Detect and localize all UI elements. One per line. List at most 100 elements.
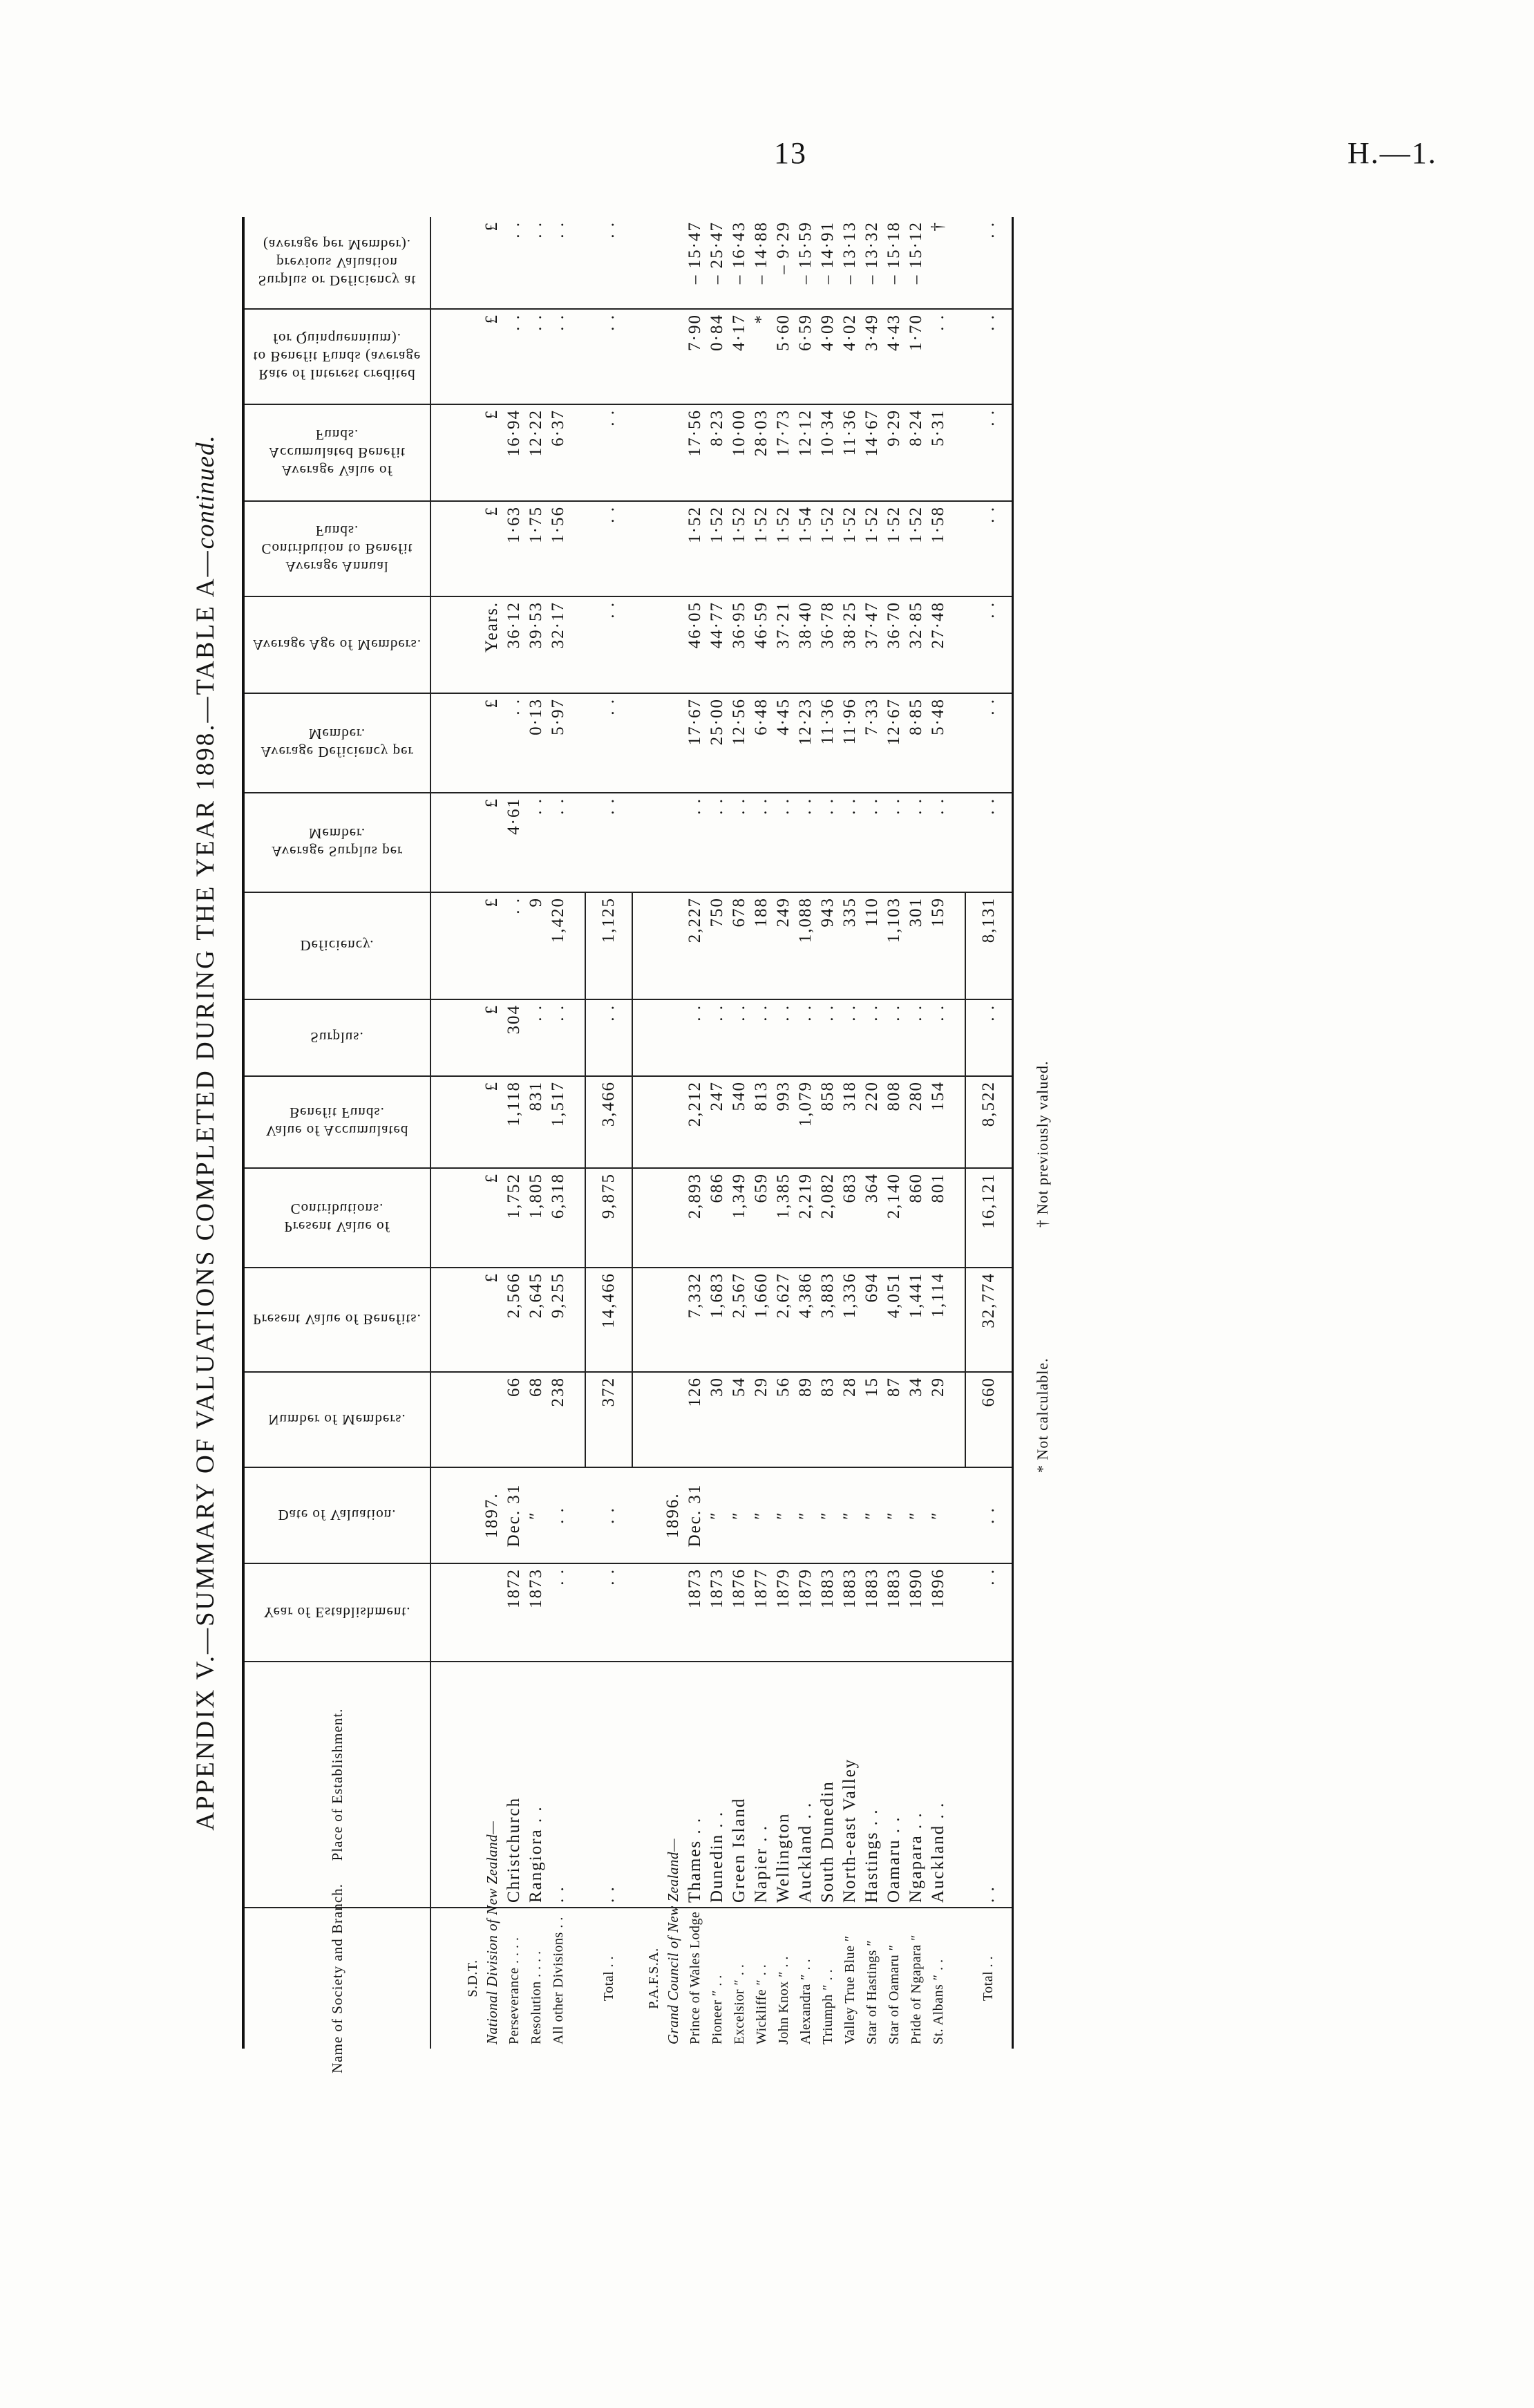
table-cell [569, 309, 585, 404]
table-cell: 372 [585, 1372, 632, 1467]
table-cell [430, 404, 481, 501]
table-cell: Wellington [773, 1662, 795, 1908]
table-cell: £ [481, 793, 503, 892]
table-cell: 1897. [481, 1467, 503, 1563]
row-label: Total . . [600, 1955, 616, 2002]
table-cell: 37·21 [773, 596, 795, 693]
table-cell: 1·56 [547, 501, 569, 596]
table-cell: . . [585, 793, 632, 892]
table-cell: 831 [525, 1076, 547, 1168]
table-cell: 304 [503, 999, 525, 1076]
table-cell: . . [706, 999, 728, 1076]
table-cell [569, 217, 585, 309]
table-row: Triumph ″ . . South Dunedin 1883 ″ 83 3,883 2,… [817, 217, 839, 2049]
table-cell: 30 [706, 1372, 728, 1467]
table-cell: 750 [706, 892, 728, 999]
table-cell: . . [585, 596, 632, 693]
table-cell: 1883 [883, 1563, 905, 1662]
table-cell: 28·03 [750, 404, 773, 501]
table-cell: 1,088 [795, 892, 817, 999]
table-cell [430, 999, 481, 1076]
table-cell [632, 501, 662, 596]
column-header: Deficiency. [243, 892, 430, 999]
table-cell [949, 217, 965, 309]
table-cell: 1,805 [525, 1168, 547, 1268]
table-cell: 1896. [662, 1467, 684, 1563]
footnote-not-calculable: * Not calculable. [1034, 1357, 1051, 1473]
column-header: Number of Members. [243, 1372, 430, 1467]
table-cell: 17·56 [684, 404, 706, 501]
table-cell: 87 [883, 1372, 905, 1467]
table-cell: 1·52 [773, 501, 795, 596]
table-cell: 858 [817, 1076, 839, 1168]
row-label [569, 1908, 585, 2049]
row-label: Excelsior ″ . . [731, 1964, 747, 2044]
table-cell [632, 793, 662, 892]
table-cell [632, 217, 662, 309]
table-cell: . . [547, 793, 569, 892]
table-cell: 2,645 [525, 1268, 547, 1372]
table-cell: £ [481, 217, 503, 309]
table-cell: 249 [773, 892, 795, 999]
table-cell: 1876 [728, 1563, 750, 1662]
table-cell: 8·23 [706, 404, 728, 501]
row-label: Triumph ″ . . [820, 1968, 835, 2044]
table-cell: . . [585, 404, 632, 501]
table-cell [632, 1168, 662, 1268]
table-cell: 280 [905, 1076, 927, 1168]
table-cell [662, 596, 684, 693]
table-row: Wickliffe ″ . . Napier . . 1877 ″ 29 1,660 659… [750, 217, 773, 2049]
table-cell: . . [547, 1467, 569, 1563]
table-cell: 1883 [839, 1563, 861, 1662]
table-cell: . . [547, 1563, 569, 1662]
row-label: Valley True Blue ″ [842, 1935, 858, 2044]
table-cell: Thames . . [684, 1662, 706, 1908]
table-cell: 1,420 [547, 892, 569, 999]
table-cell: 46·05 [684, 596, 706, 693]
table-cell: 110 [861, 892, 883, 999]
table-cell: 1,752 [503, 1168, 525, 1268]
table-cell [632, 1563, 662, 1662]
table-cell: 32,774 [965, 1268, 1013, 1372]
table-cell: . . [927, 999, 949, 1076]
table-cell: . . [839, 793, 861, 892]
table-cell: 1,441 [905, 1268, 927, 1372]
table-cell: Hastings . . [861, 1662, 883, 1908]
table-cell: 154 [927, 1076, 949, 1168]
table-cell: 1·52 [905, 501, 927, 596]
table-cell: Dec. 31 [684, 1467, 706, 1563]
table-cell: 1,660 [750, 1268, 773, 1372]
table-cell [632, 1372, 662, 1467]
row-label: Pride of Ngapara ″ [908, 1935, 924, 2044]
table-cell [662, 892, 684, 999]
table-cell: 1,079 [795, 1076, 817, 1168]
row-label: St. Albans ″ . . [930, 1959, 946, 2044]
table-cell: † [927, 217, 949, 309]
row-label: Alexandra ″ . . [797, 1958, 813, 2044]
row-label: Wickliffe ″ . . [753, 1964, 769, 2044]
table-cell: 14·67 [861, 404, 883, 501]
table-cell: 12·22 [525, 404, 547, 501]
table-cell: 1879 [773, 1563, 795, 1662]
table-cell: 66 [503, 1372, 525, 1467]
column-header-label: Value of Accumulated Benefit Funds. [265, 1104, 409, 1140]
table-cell [430, 793, 481, 892]
table-cell [569, 501, 585, 596]
table-cell: 247 [706, 1076, 728, 1168]
table-cell: . . [547, 1662, 569, 1908]
table-cell [569, 1076, 585, 1168]
table-row: Excelsior ″ . . Green Island 1876 ″ 54 2,567 1… [728, 217, 750, 2049]
table-cell: 6·48 [750, 693, 773, 793]
table-cell: 36·78 [817, 596, 839, 693]
table-cell: 1873 [706, 1563, 728, 1662]
table-cell: 1,336 [839, 1268, 861, 1372]
table-cell: . . [585, 1662, 632, 1908]
table-cell: 29 [750, 1372, 773, 1467]
table-cell [949, 1372, 965, 1467]
table-cell: 2,140 [883, 1168, 905, 1268]
table-cell [569, 1372, 585, 1467]
table-cell [949, 309, 965, 404]
table-cell: . . [525, 999, 547, 1076]
table-cell [632, 693, 662, 793]
column-header-label: Average Age of Members. [252, 637, 422, 653]
